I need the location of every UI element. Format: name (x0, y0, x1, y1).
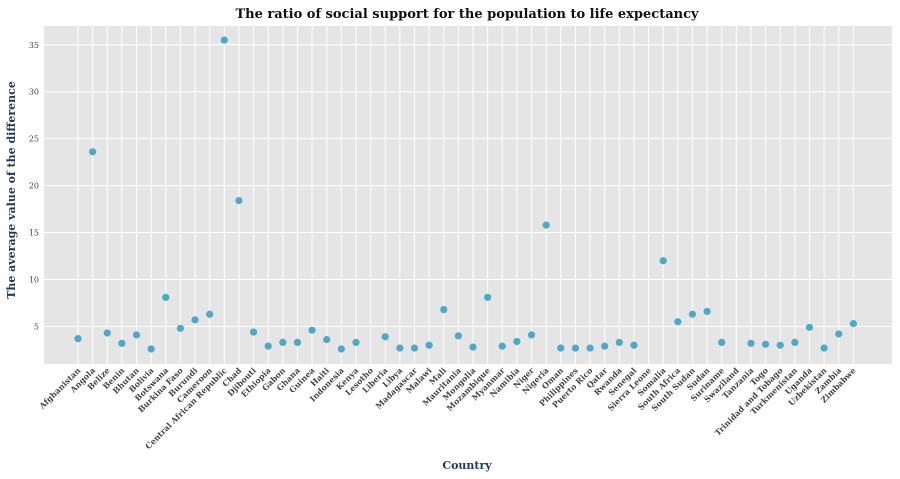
data-point (279, 338, 287, 347)
data-point (220, 36, 228, 44)
data-point (89, 148, 97, 156)
data-point (776, 341, 784, 349)
grid (44, 26, 892, 364)
data-point (703, 307, 711, 316)
data-point (410, 344, 419, 352)
data-point (176, 324, 185, 332)
data-point (615, 338, 623, 347)
data-point (513, 337, 521, 346)
data-point (688, 310, 697, 318)
data-point (249, 328, 258, 336)
data-point (762, 340, 770, 348)
data-point (323, 335, 331, 344)
data-point (74, 335, 82, 343)
data-point (718, 338, 726, 347)
data-point (571, 344, 580, 352)
data-point (674, 318, 682, 326)
data-point (293, 338, 302, 347)
data-point (191, 316, 199, 324)
y-axis-label: The average value of the difference (5, 81, 18, 299)
x-axis-label: Country (442, 459, 492, 472)
data-points (74, 36, 857, 353)
data-point (381, 333, 389, 341)
data-point (103, 329, 111, 337)
data-point (132, 331, 141, 339)
y-tick-label: 20 (29, 182, 39, 191)
data-point (264, 342, 272, 350)
data-point (791, 338, 799, 347)
data-point (454, 332, 462, 340)
y-tick-label: 15 (29, 229, 39, 238)
data-point (747, 339, 755, 347)
data-point (542, 221, 550, 229)
data-point (498, 342, 506, 350)
data-point (235, 197, 243, 205)
data-point (601, 342, 609, 350)
data-point (805, 323, 814, 331)
y-tick-label: 30 (29, 88, 39, 97)
y-tick-label: 5 (34, 322, 39, 331)
data-point (586, 344, 594, 352)
data-point (835, 330, 843, 338)
data-point (440, 305, 448, 314)
chart-title: The ratio of social support for the popu… (235, 7, 699, 22)
y-axis-ticks: 5 10 15 20 25 30 35 (29, 41, 39, 332)
x-axis-ticks: AfghanistanAngolaBelizeBeninBhutanBolivi… (36, 365, 857, 451)
data-point (484, 293, 492, 301)
y-tick-label: 35 (29, 41, 39, 50)
data-point (162, 293, 170, 301)
data-point (659, 257, 667, 265)
data-point (820, 344, 828, 352)
data-point (337, 345, 345, 353)
data-point (308, 326, 316, 334)
data-point (527, 331, 536, 339)
plot-area (44, 26, 892, 364)
data-point (118, 339, 126, 347)
data-point (206, 310, 214, 318)
data-point (396, 344, 404, 352)
data-point (425, 341, 433, 349)
data-point (469, 343, 477, 351)
y-tick-label: 10 (29, 276, 39, 285)
y-tick-label: 25 (29, 135, 39, 144)
data-point (849, 320, 857, 328)
data-point (352, 338, 360, 347)
data-point (630, 341, 638, 349)
data-point (557, 344, 565, 352)
data-point (147, 345, 155, 353)
